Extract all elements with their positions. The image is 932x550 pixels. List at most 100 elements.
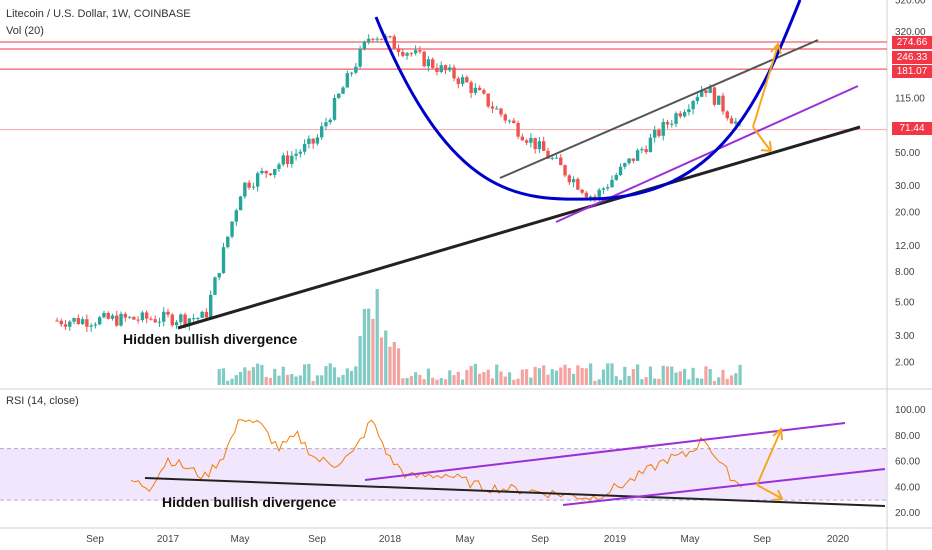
candle-body <box>187 318 192 326</box>
volume-bar <box>665 366 670 385</box>
bull-projection-arrow <box>752 44 779 128</box>
volume-bar <box>281 366 285 385</box>
price-tick-3: 8.00 <box>895 267 915 278</box>
time-tick-1: 2017 <box>157 534 180 545</box>
price-tag-274: 274.66 <box>892 36 932 49</box>
candle-body <box>640 149 644 151</box>
price-tick-6: 30.00 <box>895 181 920 192</box>
candle-body <box>469 82 473 93</box>
candle-body <box>366 38 371 42</box>
candle-body <box>529 137 533 143</box>
candle-body <box>490 106 495 109</box>
candle-body <box>55 320 59 322</box>
candle-body <box>332 97 337 120</box>
volume-bar <box>495 364 499 385</box>
volume-bar <box>473 363 477 385</box>
volume-bar <box>392 341 396 385</box>
volume-bar <box>725 378 729 385</box>
candle-body <box>72 318 76 322</box>
candle-body <box>196 317 200 319</box>
volume-bar <box>264 376 268 385</box>
rsi-bear-arrow <box>756 484 782 499</box>
candle-body <box>123 313 128 318</box>
candle-body <box>571 179 576 183</box>
chart-title: Litecoin / U.S. Dollar, 1W, COINBASE <box>6 8 191 20</box>
candle-body <box>465 77 469 83</box>
volume-bar <box>294 376 298 385</box>
volume-bar <box>426 368 431 385</box>
candle-body <box>251 186 256 188</box>
volume-bar <box>243 367 247 385</box>
rsi-label: RSI (14, close) <box>6 395 79 407</box>
candle-body <box>349 72 354 74</box>
candle-body <box>341 87 345 94</box>
volume-bar <box>729 375 734 385</box>
candle-body <box>264 170 268 174</box>
candle-body <box>678 113 683 117</box>
candle-body <box>734 121 738 124</box>
volume-bar <box>550 369 554 385</box>
volume-bar <box>328 363 332 385</box>
volume-bar <box>644 377 648 385</box>
candle-body <box>567 175 572 183</box>
volume-bar <box>687 379 691 385</box>
time-tick-0: Sep <box>86 534 104 545</box>
candle-body <box>226 236 230 248</box>
candle-body <box>221 247 226 274</box>
candle-body <box>213 277 217 295</box>
candle-body <box>439 65 443 72</box>
volume-bar <box>546 374 550 385</box>
candle-body <box>234 210 239 222</box>
candle-body <box>708 87 712 93</box>
candle-body <box>516 123 520 137</box>
candle-body <box>179 314 183 323</box>
volume-bar <box>717 377 721 385</box>
volume-bar <box>507 372 512 385</box>
volume-bar <box>443 379 448 385</box>
candle-body <box>337 93 341 98</box>
volume-bar <box>674 372 678 385</box>
volume-bar <box>554 370 559 385</box>
volume-bar <box>542 365 546 385</box>
candle-body <box>106 312 110 319</box>
volume-bar <box>627 375 631 385</box>
bull-projection-arrowhead <box>770 41 782 55</box>
volume-bar <box>567 368 571 385</box>
volume-bar <box>290 374 294 385</box>
volume-bar <box>452 375 456 385</box>
volume-bar <box>320 375 324 385</box>
volume-bar <box>217 369 221 385</box>
candle-body <box>238 196 243 211</box>
candle-body <box>550 157 554 159</box>
volume-bar <box>362 308 366 385</box>
candle-body <box>354 66 358 73</box>
volume-bar <box>525 369 529 385</box>
candle-body <box>695 96 700 102</box>
volume-bar <box>379 337 384 385</box>
candle-body <box>162 311 166 322</box>
candle-body <box>80 319 85 325</box>
candle-body <box>443 65 448 71</box>
candle-body <box>580 189 584 193</box>
candle-body <box>319 126 324 138</box>
candle-body <box>328 119 332 123</box>
candle-body <box>541 141 546 151</box>
volume-bar <box>606 363 610 385</box>
candle-body <box>255 173 260 187</box>
candle-body <box>208 294 213 318</box>
volume-bar <box>653 378 657 385</box>
volume-bar <box>456 371 460 385</box>
time-tick-4: 2018 <box>379 534 402 545</box>
volume-bar <box>332 367 337 385</box>
parabolic-curve <box>374 0 802 201</box>
volume-bar <box>465 370 469 385</box>
candle-body <box>409 53 414 55</box>
price-tag-71: 71.44 <box>892 122 932 135</box>
candle-body <box>281 155 285 165</box>
candle-body <box>119 313 123 326</box>
upper-channel-line <box>499 39 819 179</box>
candle-body <box>618 166 623 176</box>
volume-bar <box>648 366 653 385</box>
candle-body <box>413 50 418 54</box>
